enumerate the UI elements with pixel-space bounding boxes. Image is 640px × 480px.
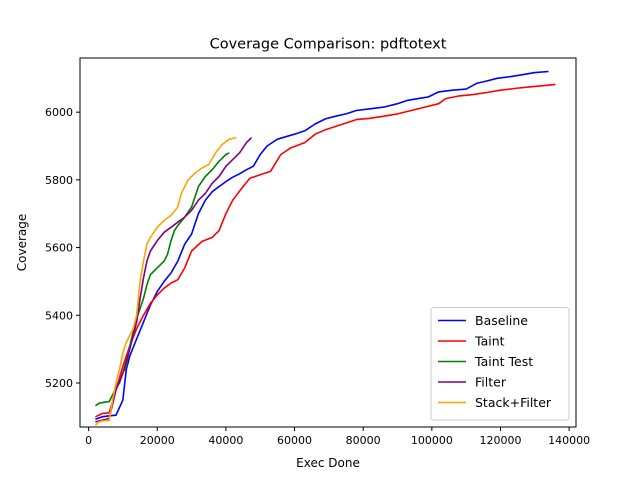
legend: Baseline Taint Taint Test Filter Stack+Filte… [430, 307, 570, 421]
legend-label: Taint [474, 334, 505, 349]
y-tick-label: 5400 [45, 309, 73, 322]
y-axis-label: Coverage [15, 214, 29, 272]
series-line-filter [95, 137, 253, 423]
x-tick-label: 20000 [140, 434, 175, 447]
y-axis: 5200 5400 5600 5800 6000 [45, 106, 80, 390]
x-axis: 0 20000 40000 60000 80000 100000 120000 140000 [85, 427, 590, 447]
y-tick-label: 5600 [45, 242, 73, 255]
plot-frame [79, 57, 577, 428]
legend-label: Stack+Filter [475, 395, 552, 410]
x-tick-label: 120000 [479, 434, 521, 447]
series-line-stack-filter [94, 136, 237, 426]
series-line-taint [95, 83, 556, 418]
y-tick-label: 6000 [45, 106, 73, 119]
legend-box [430, 307, 570, 421]
legend-label: Taint Test [474, 354, 533, 369]
x-tick-label: 60000 [277, 434, 312, 447]
y-tick-label: 5200 [45, 377, 73, 390]
y-tick-label: 5800 [45, 174, 73, 187]
series-line-baseline [95, 70, 549, 420]
x-tick-label: 140000 [548, 434, 590, 447]
legend-label: Baseline [475, 313, 528, 328]
legend-label: Filter [475, 375, 507, 390]
x-axis-label: Exec Done [296, 456, 360, 470]
series-lines [94, 70, 556, 426]
x-tick-label: 100000 [411, 434, 453, 447]
x-tick-label: 0 [85, 434, 92, 447]
chart-title: Coverage Comparison: pdftotext [210, 37, 447, 53]
x-tick-label: 80000 [346, 434, 381, 447]
x-tick-label: 40000 [208, 434, 243, 447]
